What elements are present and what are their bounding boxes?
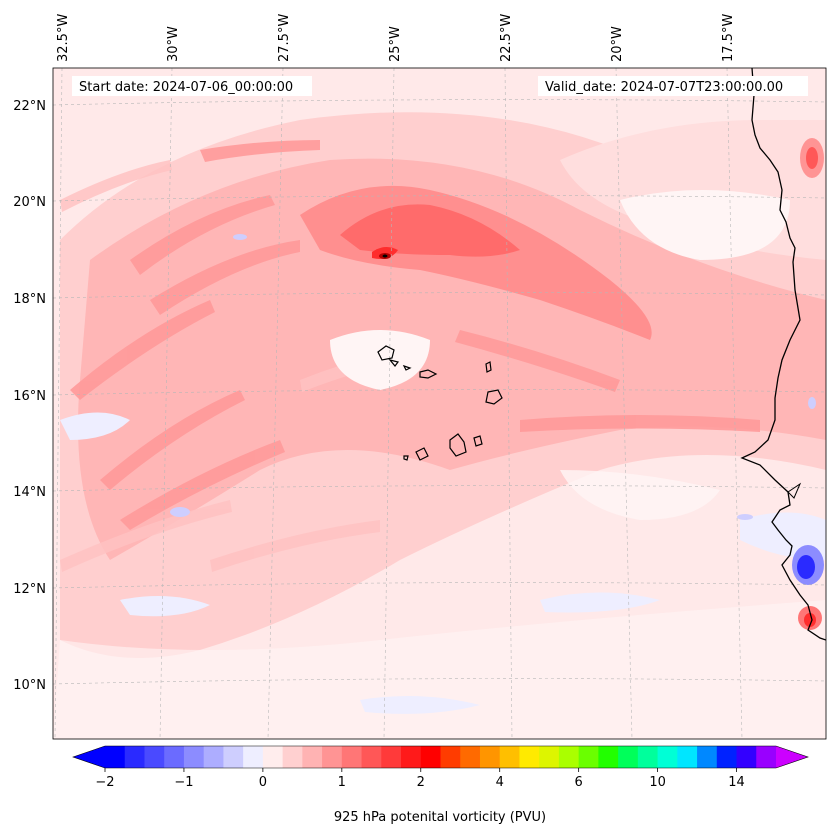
colorbar-segment <box>144 746 165 768</box>
colorbar-segment <box>677 746 698 768</box>
colorbar-segment <box>223 746 244 768</box>
colorbar-segment <box>124 746 146 768</box>
pv-field-shading <box>53 68 826 739</box>
start-date-box <box>72 76 312 96</box>
colorbar-segment <box>302 746 323 768</box>
colorbar-segment <box>499 746 521 768</box>
valid-date-box <box>538 76 808 96</box>
valid-date-label: Valid_date: 2024-07-07T23:00:00.00 <box>545 80 783 95</box>
lon-label: 22.5°W <box>499 14 514 62</box>
lon-label: 30°W <box>166 26 181 62</box>
lat-label: 22°N <box>13 99 46 114</box>
colorbar-tick-label: 4 <box>496 775 504 790</box>
start-date-label: Start date: 2024-07-06_00:00:00 <box>79 80 293 95</box>
colorbar-tick-label: −2 <box>95 775 114 790</box>
colorbar-segment <box>282 746 303 768</box>
colorbar-segment <box>420 746 442 768</box>
colorbar-segment <box>697 746 718 768</box>
colorbar-segment <box>183 746 205 768</box>
colorbar-segment <box>598 746 619 768</box>
lon-label: 25°W <box>388 26 403 62</box>
colorbar-segment <box>262 746 284 768</box>
colorbar-segment <box>401 746 422 768</box>
lat-label: 10°N <box>13 678 46 693</box>
colorbar-tick-label: 1 <box>338 775 346 790</box>
lat-label: 16°N <box>13 389 46 404</box>
colorbar-segment <box>243 746 264 768</box>
colorbar-segment <box>637 746 659 768</box>
colorbar-segment <box>716 746 738 768</box>
colorbar-segment <box>736 746 757 768</box>
colorbar-tick-label: −1 <box>174 775 193 790</box>
colorbar-segment <box>618 746 639 768</box>
lat-label: 12°N <box>13 582 46 597</box>
colorbar-tick-label: 14 <box>728 775 745 790</box>
lat-label: 20°N <box>13 195 46 210</box>
lat-label: 14°N <box>13 485 46 500</box>
colorbar-segment <box>558 746 580 768</box>
colorbar-segment <box>578 746 599 768</box>
latitude-labels: 22°N 20°N 18°N 16°N 14°N 12°N 10°N <box>13 99 46 693</box>
colorbar-segment <box>105 746 126 768</box>
colorbar-segment <box>361 746 382 768</box>
lon-label: 17.5°W <box>721 14 736 62</box>
colorbar-tick-label: 2 <box>417 775 425 790</box>
lon-label: 32.5°W <box>56 14 71 62</box>
colorbar-label: 925 hPa potenital vorticity (PVU) <box>334 810 546 825</box>
colorbar-segment <box>539 746 560 768</box>
west-africa-coastline <box>740 68 826 641</box>
colorbar-segment <box>203 746 225 768</box>
colorbar-segment <box>381 746 402 768</box>
colorbar-segment <box>756 746 777 768</box>
map-frame <box>52 67 827 740</box>
colorbar-tick-label: 6 <box>575 775 583 790</box>
lon-label: 27.5°W <box>277 14 292 62</box>
colorbar-segment <box>519 746 540 768</box>
colorbar-segment <box>440 746 461 768</box>
colorbar-segment <box>322 746 343 768</box>
lon-label: 20°W <box>610 26 625 62</box>
longitude-labels: 32.5°W 30°W 27.5°W 25°W 22.5°W 20°W 17.5… <box>56 14 736 62</box>
colorbar-over-arrow <box>776 746 808 768</box>
graticule <box>53 68 826 739</box>
colorbar-tick-label: 0 <box>259 775 267 790</box>
colorbar-segment <box>460 746 481 768</box>
lat-label: 18°N <box>13 292 46 307</box>
colorbar-under-arrow <box>73 746 105 768</box>
cape-verde-islands <box>377 345 503 461</box>
colorbar-segment <box>657 746 678 768</box>
colorbar-segment <box>341 746 363 768</box>
colorbar-segment <box>479 746 501 768</box>
colorbar-tick-label: 10 <box>649 775 666 790</box>
colorbar: −2 −1 0 1 2 4 6 10 14 925 hPa potenital vorticit… <box>72 745 809 825</box>
colorbar-segment <box>164 746 185 768</box>
